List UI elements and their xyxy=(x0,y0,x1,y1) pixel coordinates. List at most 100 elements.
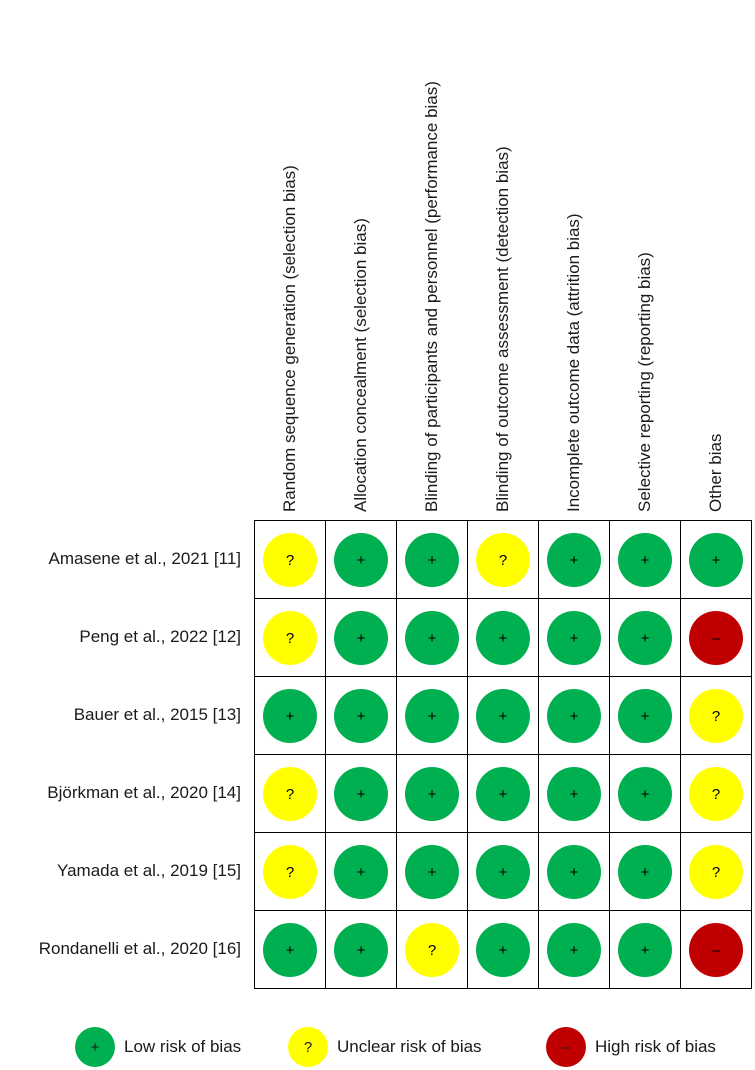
risk-symbol: + xyxy=(427,785,437,803)
risk-symbol: + xyxy=(427,707,437,725)
low-risk-mark: + xyxy=(476,689,530,743)
rating-cell: + xyxy=(397,833,468,911)
low-risk-mark: + xyxy=(263,689,317,743)
unclear-risk-mark: ? xyxy=(689,845,743,899)
risk-symbol: + xyxy=(569,551,579,569)
unclear-risk-mark: ? xyxy=(263,845,317,899)
low-risk-mark: + xyxy=(547,533,601,587)
unclear-risk-mark: ? xyxy=(405,923,459,977)
low-risk-mark: + xyxy=(547,845,601,899)
risk-symbol: + xyxy=(569,863,579,881)
column-header-label: Blinding of participants and personnel (… xyxy=(421,81,441,512)
low-risk-mark: + xyxy=(405,767,459,821)
legend-label: High risk of bias xyxy=(595,1037,716,1056)
rating-cell: + xyxy=(326,677,397,755)
low-risk-mark: + xyxy=(547,767,601,821)
rating-cell: + xyxy=(539,911,610,989)
risk-symbol: + xyxy=(498,863,508,881)
rating-cell: + xyxy=(468,677,539,755)
rating-cell: ? xyxy=(397,911,468,989)
low-risk-mark: + xyxy=(547,611,601,665)
high-risk-mark: – xyxy=(689,611,743,665)
low-risk-mark: + xyxy=(263,923,317,977)
rating-cell: + xyxy=(610,833,681,911)
rating-cell: + xyxy=(326,833,397,911)
high-risk-legend-mark: – xyxy=(546,1027,586,1067)
low-risk-mark: + xyxy=(618,767,672,821)
risk-symbol: + xyxy=(285,707,295,725)
low-risk-mark: + xyxy=(405,533,459,587)
study-label: Peng et al., 2022 [12] xyxy=(79,627,241,646)
rating-cell: + xyxy=(539,833,610,911)
risk-symbol: + xyxy=(498,629,508,647)
rating-cell: + xyxy=(539,677,610,755)
rating-cell: ? xyxy=(681,677,752,755)
low-risk-mark: + xyxy=(405,845,459,899)
risk-symbol: + xyxy=(569,629,579,647)
rating-cell: + xyxy=(397,521,468,599)
rating-cell: + xyxy=(326,521,397,599)
rating-cell: ? xyxy=(255,521,326,599)
rating-cell: + xyxy=(468,755,539,833)
risk-symbol: + xyxy=(427,629,437,647)
unclear-risk-mark: ? xyxy=(476,533,530,587)
risk-symbol: + xyxy=(640,551,650,569)
risk-of-bias-grid: ? + +? + + +? + + + + + – + + + + + +?? + + + + +?? + + + + +? + +? + +… xyxy=(254,520,752,989)
rating-cell: – xyxy=(681,599,752,677)
low-risk-mark: + xyxy=(547,689,601,743)
low-risk-mark: + xyxy=(334,611,388,665)
legend-symbol: + xyxy=(90,1038,100,1056)
low-risk-mark: + xyxy=(547,923,601,977)
risk-symbol: + xyxy=(640,707,650,725)
rating-cell: ? xyxy=(681,833,752,911)
risk-symbol: + xyxy=(640,941,650,959)
study-label: Rondanelli et al., 2020 [16] xyxy=(38,939,241,958)
risk-symbol: + xyxy=(356,551,366,569)
low-risk-mark: + xyxy=(618,533,672,587)
risk-symbol: ? xyxy=(427,941,437,959)
rating-cell: + xyxy=(255,911,326,989)
low-risk-mark: + xyxy=(476,611,530,665)
column-header-label: Selective reporting (reporting bias) xyxy=(634,252,654,512)
risk-symbol: + xyxy=(356,629,366,647)
rating-cell: + xyxy=(539,599,610,677)
rating-cell: + xyxy=(468,599,539,677)
column-header-label: Allocation concealment (selection bias) xyxy=(350,218,370,512)
rating-cell: ? xyxy=(255,833,326,911)
rating-cell: + xyxy=(610,599,681,677)
unclear-risk-legend-mark: ? xyxy=(288,1027,328,1067)
rating-cell: + xyxy=(255,677,326,755)
risk-symbol: + xyxy=(498,707,508,725)
study-label: Amasene et al., 2021 [11] xyxy=(48,549,241,568)
column-header-label: Blinding of outcome assessment (detectio… xyxy=(492,146,512,512)
risk-symbol: + xyxy=(427,551,437,569)
rating-cell: + xyxy=(397,599,468,677)
low-risk-mark: + xyxy=(334,533,388,587)
low-risk-mark: + xyxy=(689,533,743,587)
rating-cell: + xyxy=(326,755,397,833)
risk-symbol: + xyxy=(356,785,366,803)
risk-symbol: + xyxy=(640,785,650,803)
risk-symbol: ? xyxy=(498,551,508,569)
risk-symbol: + xyxy=(569,707,579,725)
rating-cell: ? xyxy=(681,755,752,833)
rating-cell: – xyxy=(681,911,752,989)
risk-symbol: + xyxy=(498,785,508,803)
risk-symbol: – xyxy=(711,629,721,647)
column-header-label: Incomplete outcome data (attrition bias) xyxy=(563,213,583,512)
low-risk-mark: + xyxy=(618,845,672,899)
unclear-risk-mark: ? xyxy=(689,689,743,743)
column-header-label: Other bias xyxy=(705,433,725,512)
low-risk-mark: + xyxy=(476,845,530,899)
low-risk-mark: + xyxy=(334,923,388,977)
risk-symbol: + xyxy=(640,629,650,647)
low-risk-mark: + xyxy=(334,689,388,743)
legend-label: Low risk of bias xyxy=(124,1037,242,1056)
legend-symbol: – xyxy=(561,1038,571,1056)
risk-symbol: ? xyxy=(711,785,721,803)
low-risk-mark: + xyxy=(618,689,672,743)
low-risk-mark: + xyxy=(334,767,388,821)
rating-cell: ? xyxy=(255,599,326,677)
low-risk-legend-mark: + xyxy=(75,1027,115,1067)
